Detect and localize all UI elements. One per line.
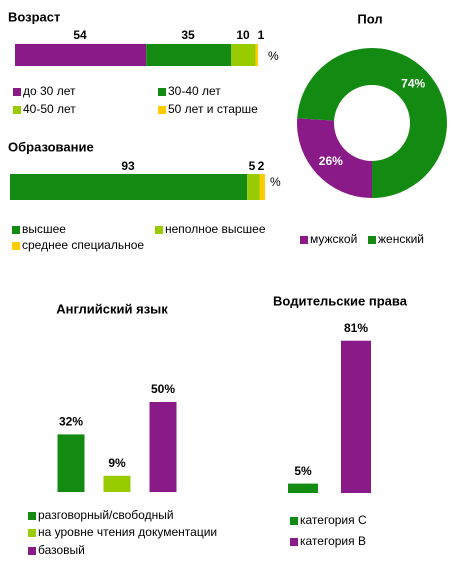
value-label: 54 <box>73 28 87 42</box>
bar <box>103 475 131 492</box>
donut-slice <box>297 48 448 198</box>
bar <box>149 402 177 492</box>
legend-swatch <box>28 547 36 555</box>
bar-segment <box>231 44 256 66</box>
legend-swatch <box>12 226 20 234</box>
legend-swatch <box>368 236 376 244</box>
value-label: 26% <box>319 154 343 168</box>
value-label: 10 <box>236 28 250 42</box>
value-label: 35 <box>181 28 195 42</box>
value-label: 32% <box>59 415 83 429</box>
legend-label: разговорный/свободный <box>38 508 174 522</box>
legend-swatch <box>290 538 298 546</box>
chart-title: Возраст <box>8 9 60 24</box>
bar <box>341 340 371 493</box>
legend-swatch <box>290 517 298 525</box>
legend-label: категория C <box>300 513 367 527</box>
legend-swatch <box>12 242 20 250</box>
bar <box>57 434 85 492</box>
legend-swatch <box>28 529 36 537</box>
bar-segment <box>247 174 260 200</box>
value-label: 81% <box>344 321 368 335</box>
value-label: 9% <box>108 456 126 470</box>
bar-segment <box>15 44 147 66</box>
legend-swatch <box>300 236 308 244</box>
legend-label: 30-40 лет <box>168 84 221 98</box>
value-label: 74% <box>401 76 425 90</box>
chart-title: Английский язык <box>56 301 168 316</box>
legend-label: до 30 лет <box>23 84 76 98</box>
legend-swatch <box>13 88 21 96</box>
legend-label: женский <box>378 232 424 246</box>
unit-label: % <box>270 175 281 189</box>
value-label: 5% <box>294 464 312 478</box>
legend-label: высшее <box>22 222 66 236</box>
legend-label: на уровне чтения документации <box>38 525 217 539</box>
legend-label: 50 лет и старше <box>168 102 258 116</box>
value-label: 93 <box>121 159 135 173</box>
legend-label: категория B <box>300 534 366 548</box>
legend-swatch <box>155 226 163 234</box>
bar-segment <box>255 44 258 66</box>
value-label: 50% <box>151 382 175 396</box>
legend-swatch <box>158 88 166 96</box>
legend-swatch <box>28 512 36 520</box>
legend-label: 40-50 лет <box>23 102 76 116</box>
chart-title: Водительские права <box>273 293 408 308</box>
legend-label: среднее специальное <box>22 238 144 252</box>
legend-label: мужской <box>310 232 357 246</box>
value-label: 5 <box>249 159 256 173</box>
value-label: 1 <box>258 28 265 42</box>
legend-swatch <box>13 106 21 114</box>
value-label: 2 <box>258 159 265 173</box>
legend-label: неполное высшее <box>165 222 266 236</box>
bar-segment <box>10 174 248 200</box>
unit-label: % <box>268 49 279 63</box>
donut-slice <box>297 118 372 198</box>
chart-title: Пол <box>357 11 382 26</box>
legend-swatch <box>158 106 166 114</box>
bar <box>288 483 318 493</box>
bar-segment <box>146 44 232 66</box>
bar-segment <box>259 174 265 200</box>
legend-label: базовый <box>38 543 85 557</box>
chart-title: Образование <box>8 139 94 154</box>
